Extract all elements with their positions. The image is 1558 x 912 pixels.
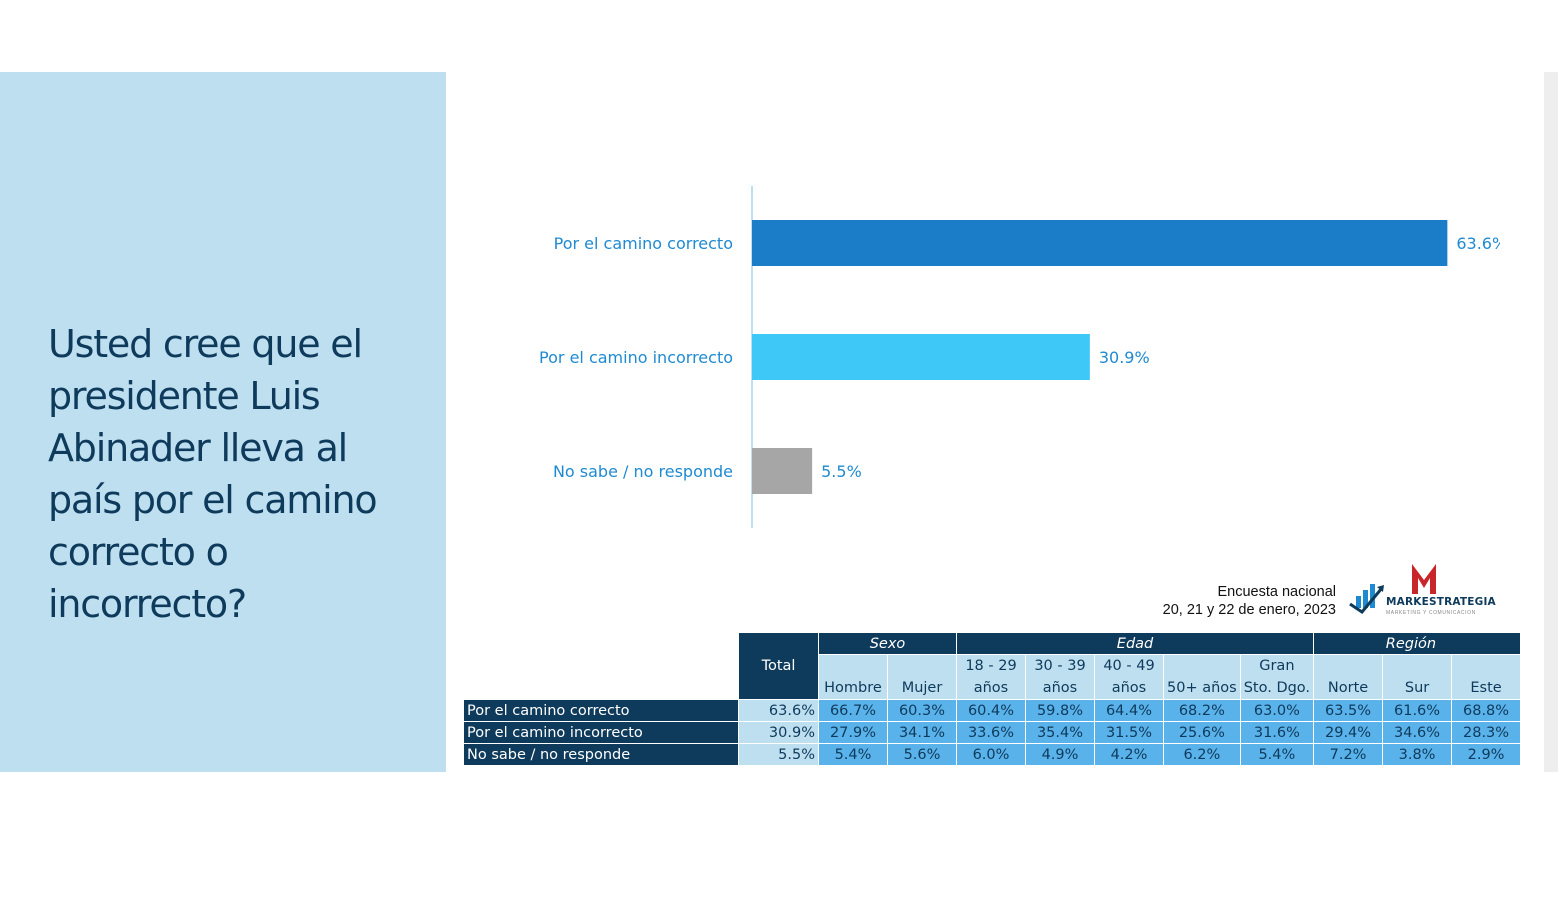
group-region: Región: [1313, 632, 1522, 655]
total-cell: 5.5%: [738, 743, 819, 766]
column-header-line1: [891, 656, 953, 678]
value-label-2: 5.5%: [821, 462, 862, 481]
table-cell: 3.8%: [1382, 743, 1453, 766]
table-cell: 5.4%: [1239, 743, 1315, 766]
column-header-9: Este: [1451, 654, 1522, 700]
column-header-1: Mujer: [887, 654, 957, 700]
column-header-row: Hombre Mujer 18 - 29 años 30 - 39 años 40 - 4…: [464, 654, 1522, 700]
table-row: Por el camino incorrecto 30.9% 27.9% 34.1% 3…: [463, 721, 1522, 744]
bar-1: [752, 334, 1090, 380]
column-header-line2: años: [1111, 680, 1147, 696]
table-cell: 28.3%: [1451, 721, 1522, 744]
column-header-line1: [1317, 656, 1379, 678]
source-line-2: 20, 21 y 22 de enero, 2023: [1162, 602, 1336, 618]
column-header-line1: [1386, 656, 1448, 678]
table-cell: 4.2%: [1094, 743, 1164, 766]
column-header-7: Norte: [1313, 654, 1384, 700]
logo-name: MARKESTRATEGIA: [1386, 596, 1496, 608]
column-header-line2: Hombre: [824, 680, 882, 696]
category-label-2: No sabe / no responde: [553, 462, 733, 481]
question-panel: Usted cree que el presidente Luis Abinad…: [0, 72, 446, 772]
table-cell: 2.9%: [1451, 743, 1522, 766]
bar-2: [752, 448, 813, 494]
column-header-line1: Gran: [1259, 658, 1295, 674]
column-header-line1: [1455, 656, 1517, 678]
logo-subtitle: MARKETING Y COMUNICACION: [1386, 610, 1476, 616]
table-cell: 31.5%: [1094, 721, 1164, 744]
column-header-5: 50+ años: [1163, 654, 1241, 700]
source-line-1: Encuesta nacional: [1217, 584, 1337, 600]
group-edad: Edad: [955, 632, 1315, 655]
column-header-6: Gran Sto. Dgo.: [1239, 654, 1315, 700]
row-label: No sabe / no responde: [463, 743, 739, 766]
table-cell: 34.6%: [1382, 721, 1453, 744]
table-cell: 64.4%: [1094, 699, 1164, 722]
column-header-line1: 40 - 49: [1103, 658, 1155, 674]
table-cell: 59.8%: [1025, 699, 1095, 722]
column-header-line2: años: [1042, 680, 1078, 696]
column-header-4: 40 - 49 años: [1094, 654, 1164, 700]
column-header-line2: años: [973, 680, 1009, 696]
table-cell: 66.7%: [818, 699, 888, 722]
table-cell: 60.3%: [887, 699, 957, 722]
table-cell: 5.4%: [818, 743, 888, 766]
column-header-8: Sur: [1382, 654, 1453, 700]
value-label-0: 63.6%: [1456, 234, 1500, 253]
row-label: Por el camino correcto: [463, 699, 739, 722]
table-cell: 7.2%: [1313, 743, 1384, 766]
column-header-line2: Mujer: [901, 680, 943, 696]
table-cell: 25.6%: [1163, 721, 1241, 744]
table-cell: 27.9%: [818, 721, 888, 744]
column-header-line1: 30 - 39: [1034, 658, 1086, 674]
table-cell: 4.9%: [1025, 743, 1095, 766]
table-cell: 5.6%: [887, 743, 957, 766]
table-cell: 61.6%: [1382, 699, 1453, 722]
table-cell: 34.1%: [887, 721, 957, 744]
table-cell: 60.4%: [956, 699, 1026, 722]
value-label-1: 30.9%: [1099, 348, 1150, 367]
column-header-line2: Sto. Dgo.: [1243, 680, 1311, 696]
category-label-0: Por el camino correcto: [554, 234, 733, 253]
total-cell: 63.6%: [738, 699, 819, 722]
corner-cell: [463, 632, 739, 700]
table-cell: 6.2%: [1163, 743, 1241, 766]
column-header-line2: 50+ años: [1167, 680, 1237, 696]
group-sexo: Sexo: [818, 632, 957, 655]
total-header: Total: [738, 632, 819, 700]
table-cell: 29.4%: [1313, 721, 1384, 744]
crosstab-table: Total Sexo Edad Región Hombre Mujer 18 - …: [463, 632, 1522, 766]
column-header-3: 30 - 39 años: [1025, 654, 1095, 700]
table-cell: 35.4%: [1025, 721, 1095, 744]
table-cell: 33.6%: [956, 721, 1026, 744]
table-cell: 63.5%: [1313, 699, 1384, 722]
group-header-row: Total Sexo Edad Región: [463, 632, 1522, 700]
column-header-line2: Este: [1470, 680, 1502, 696]
table-cell: 31.6%: [1239, 721, 1315, 744]
table-cell: 68.8%: [1451, 699, 1522, 722]
table-cell: 63.0%: [1239, 699, 1315, 722]
column-header-line2: Sur: [1404, 680, 1430, 696]
column-header-line1: [822, 656, 884, 678]
table-row: Por el camino correcto 63.6% 66.7% 60.3% 60.…: [463, 699, 1522, 722]
bar-0: [752, 220, 1448, 266]
markestrategia-logo: MARKESTRATEGIA MARKETING Y COMUNICACION: [1348, 562, 1496, 620]
table-cell: 6.0%: [956, 743, 1026, 766]
row-label: Por el camino incorrecto: [463, 721, 739, 744]
question-title: Usted cree que el presidente Luis Abinad…: [48, 322, 378, 626]
column-header-2: 18 - 29 años: [956, 654, 1026, 700]
slide-edge-strip: [1544, 72, 1558, 772]
survey-source: Encuesta nacional 20, 21 y 22 de enero, …: [1163, 583, 1336, 619]
column-header-line2: Norte: [1327, 680, 1369, 696]
category-label-1: Por el camino incorrecto: [539, 348, 733, 367]
bar-chart: Por el camino correcto 63.6% Por el camino…: [539, 186, 1500, 528]
table-row: No sabe / no responde 5.5% 5.4% 5.6% 6.0% 4.9…: [463, 743, 1522, 766]
table-cell: 68.2%: [1163, 699, 1241, 722]
column-header-line1: [1167, 656, 1237, 678]
column-header-0: Hombre: [818, 654, 888, 700]
column-header-line1: 18 - 29: [965, 658, 1017, 674]
logo-mark-icon: [1349, 564, 1436, 614]
total-cell: 30.9%: [738, 721, 819, 744]
